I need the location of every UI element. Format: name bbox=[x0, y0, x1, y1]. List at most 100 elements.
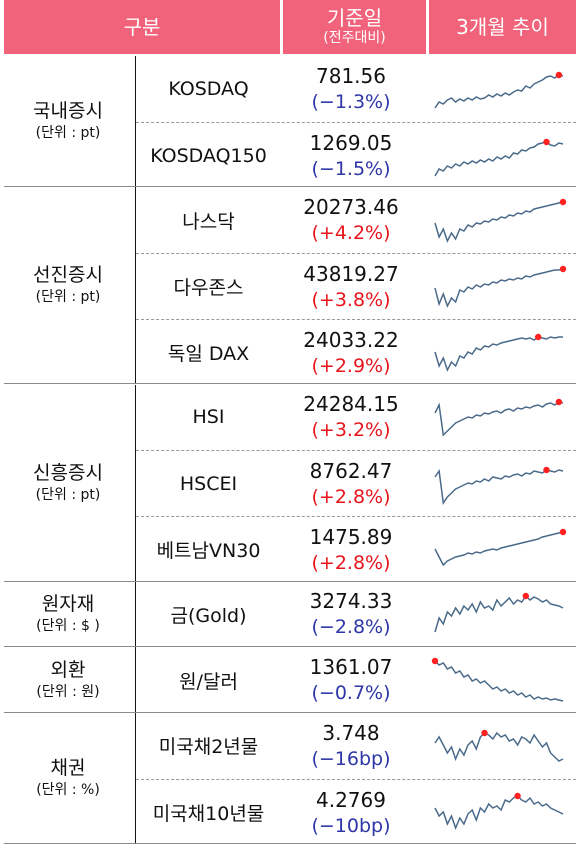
item-value: 4.2769 bbox=[316, 787, 386, 812]
group-5: 채권 (단위 : %) 미국채2년물 3.748 (−16bp) 미국채10년물 4.276… bbox=[4, 713, 576, 846]
group-unit: (단위 : %) bbox=[36, 782, 100, 799]
item-change: (−1.5%) bbox=[311, 157, 391, 180]
group-4: 외환 (단위 : 원) 원/달러 1361.07 (−0.7%) bbox=[4, 647, 576, 713]
group-name: 채권 bbox=[50, 757, 86, 780]
trend-line bbox=[434, 794, 564, 830]
group-divider bbox=[135, 56, 136, 187]
trend-peak-marker bbox=[543, 138, 550, 145]
item-change: (+4.2%) bbox=[311, 222, 391, 245]
item-value: 1475.89 bbox=[309, 524, 393, 549]
group-label: 채권 (단위 : %) bbox=[4, 713, 132, 843]
trend-sparkline bbox=[434, 792, 564, 830]
trend-line bbox=[434, 594, 564, 632]
item-change: (+2.8%) bbox=[311, 551, 391, 574]
group-label: 외환 (단위 : 원) bbox=[4, 647, 132, 712]
item-change: (+2.8%) bbox=[311, 486, 391, 509]
item-name: 다우존스 bbox=[173, 277, 244, 300]
group-2: 신흥증시 (단위 : pt) HSI 24284.15 (+3.2%) HSCEI 8762… bbox=[4, 384, 576, 583]
trend-line bbox=[434, 531, 564, 567]
header-trend: 3개월 추이 bbox=[429, 0, 576, 54]
trend-peak-marker bbox=[555, 71, 563, 79]
item-value: 3274.33 bbox=[309, 589, 393, 614]
trend-sparkline bbox=[434, 138, 564, 177]
trend-peak-marker bbox=[514, 792, 521, 799]
item-change: (+3.2%) bbox=[311, 419, 391, 442]
item-values: 781.56 (−1.3%) bbox=[281, 56, 421, 122]
item-name: 나스닥 bbox=[182, 210, 235, 233]
item-value: 24284.15 bbox=[303, 392, 399, 417]
group-label: 선진증시 (단위 : pt) bbox=[4, 187, 132, 383]
table-row: 미국채2년물 3.748 (−16bp) bbox=[136, 713, 576, 779]
item-values: 43819.27 (+3.8%) bbox=[281, 254, 421, 320]
table-row: HSI 24284.15 (+3.2%) bbox=[136, 385, 576, 451]
group-unit: (단위 : pt) bbox=[35, 125, 101, 142]
item-values: 4.2769 (−10bp) bbox=[281, 780, 421, 846]
trend-peak-marker bbox=[535, 333, 542, 340]
group-divider bbox=[135, 713, 136, 844]
header-date-sub: (전주대비) bbox=[323, 30, 386, 46]
trend-line bbox=[434, 201, 564, 244]
group-unit: (단위 : pt) bbox=[35, 289, 101, 306]
trend-peak-marker bbox=[522, 592, 529, 599]
table-row: KOSDAQ150 1269.05 (−1.5%) bbox=[136, 121, 576, 189]
item-name: 독일 DAX bbox=[167, 343, 250, 366]
group-1: 선진증시 (단위 : pt) 나스닥 20273.46 (+4.2%) 다우존스 43819… bbox=[4, 187, 576, 386]
trend-sparkline bbox=[434, 466, 564, 506]
group-divider bbox=[135, 187, 136, 384]
trend-sparkline bbox=[434, 398, 564, 437]
group-unit: (단위 : $ ) bbox=[36, 617, 100, 634]
item-name: 미국채10년물 bbox=[152, 803, 265, 826]
item-values: 8762.47 (+2.8%) bbox=[281, 451, 421, 517]
trend-line bbox=[434, 400, 564, 437]
item-values: 1361.07 (−0.7%) bbox=[281, 647, 421, 713]
item-value: 43819.27 bbox=[303, 261, 399, 286]
item-name: 원/달러 bbox=[179, 670, 238, 693]
group-divider bbox=[135, 384, 136, 581]
trend-sparkline bbox=[434, 199, 567, 244]
group-label: 신흥증시 (단위 : pt) bbox=[4, 385, 132, 581]
item-name: 미국채2년물 bbox=[158, 736, 259, 759]
group-name: 국내증시 bbox=[33, 100, 103, 123]
trend-peak-marker bbox=[431, 658, 439, 665]
trend-sparkline bbox=[434, 265, 567, 308]
group-3: 원자재 (단위 : $ ) 금(Gold) 3274.33 (−2.8%) bbox=[4, 581, 576, 648]
trend-peak-marker bbox=[559, 199, 567, 206]
table-row: HSCEI 8762.47 (+2.8%) bbox=[136, 450, 576, 517]
group-name: 외환 bbox=[50, 658, 86, 681]
item-value: 1361.07 bbox=[309, 655, 393, 680]
table-row: 베트남VN30 1475.89 (+2.8%) bbox=[136, 515, 576, 583]
trend-line bbox=[434, 335, 563, 372]
trend-peak-marker bbox=[559, 265, 567, 273]
item-change: (−10bp) bbox=[311, 814, 391, 837]
trend-sparkline bbox=[434, 592, 564, 632]
trend-peak-marker bbox=[481, 729, 488, 737]
item-name: HSCEI bbox=[179, 473, 238, 496]
table-row: 나스닥 20273.46 (+4.2%) bbox=[136, 187, 576, 253]
trend-sparkline bbox=[431, 658, 564, 703]
trend-line bbox=[434, 268, 564, 308]
item-change: (+2.9%) bbox=[311, 354, 391, 377]
item-values: 24284.15 (+3.2%) bbox=[281, 385, 421, 451]
trend-sparkline bbox=[434, 729, 564, 762]
item-value: 781.56 bbox=[316, 63, 386, 88]
table-row: KOSDAQ 781.56 (−1.3%) bbox=[136, 56, 576, 122]
item-value: 3.748 bbox=[322, 720, 380, 745]
item-change: (−16bp) bbox=[311, 747, 391, 770]
trend-line bbox=[434, 140, 564, 177]
group-divider bbox=[135, 647, 136, 712]
header-date: 기준일 (전주대비) bbox=[283, 0, 426, 54]
item-values: 24033.22 (+2.9%) bbox=[281, 320, 421, 386]
item-change: (+3.8%) bbox=[311, 288, 391, 311]
group-label: 원자재 (단위 : $ ) bbox=[4, 582, 132, 647]
item-values: 3274.33 (−2.8%) bbox=[281, 582, 421, 648]
trend-peak-marker bbox=[543, 466, 550, 474]
item-name: KOSDAQ150 bbox=[150, 144, 267, 167]
group-divider bbox=[135, 581, 136, 647]
group-name: 신흥증시 bbox=[33, 461, 103, 484]
table-row: 미국채10년물 4.2769 (−10bp) bbox=[136, 778, 576, 846]
trend-sparkline bbox=[434, 333, 563, 372]
header-category: 구분 bbox=[4, 0, 280, 54]
item-values: 20273.46 (+4.2%) bbox=[281, 187, 421, 253]
table-row: 금(Gold) 3274.33 (−2.8%) bbox=[136, 582, 576, 648]
